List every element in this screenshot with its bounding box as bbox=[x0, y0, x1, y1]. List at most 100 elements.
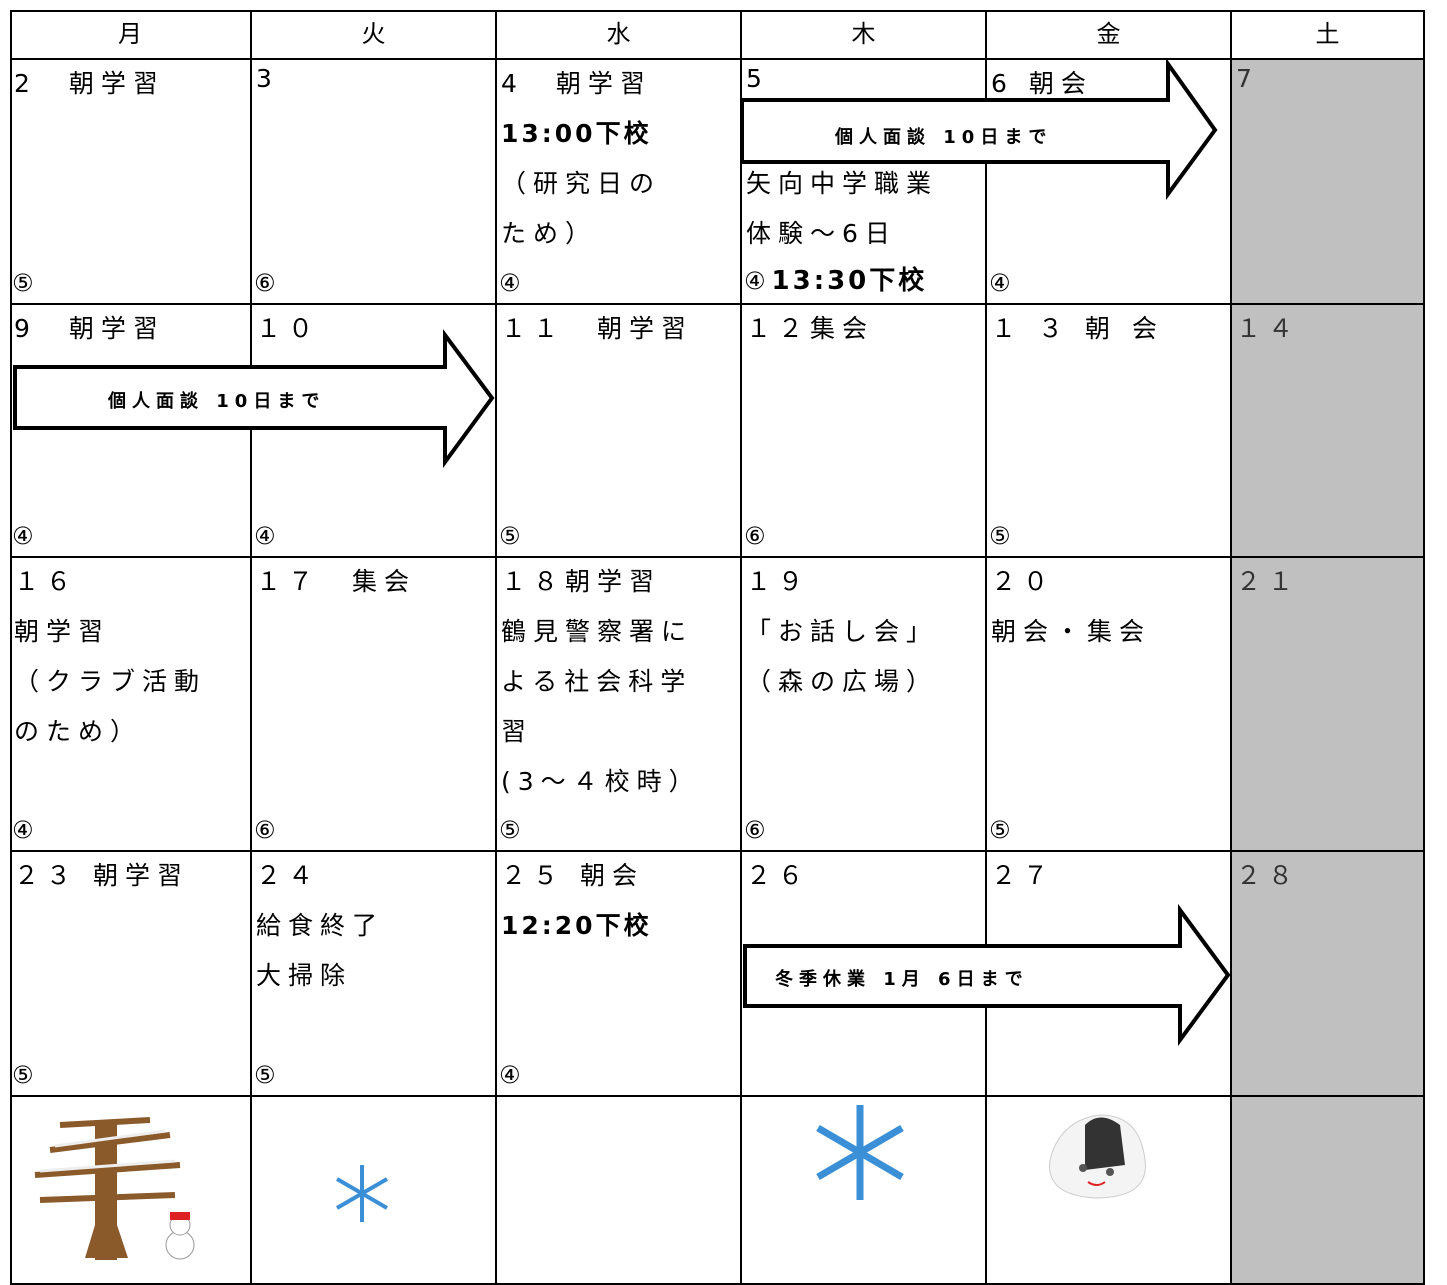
day-cell: ２０ 朝会・集会 ⑤ bbox=[987, 558, 1232, 852]
period-count: ④ bbox=[499, 269, 521, 297]
cell-text: （研究日の bbox=[501, 169, 662, 198]
cell-text: のため） bbox=[14, 717, 143, 746]
day-cell: ２５ 朝会 12:20下校 ④ bbox=[497, 852, 742, 1097]
cell-text: ため） bbox=[501, 219, 598, 248]
cell-text: ２４ bbox=[256, 861, 321, 890]
day-cell: １１ 朝学習 ⑤ bbox=[497, 305, 742, 558]
cell-text: (3～４校時） bbox=[501, 767, 701, 796]
arrow bbox=[740, 57, 1218, 201]
period-count-value: ⑤ bbox=[499, 816, 521, 844]
period-count: ④ bbox=[254, 522, 276, 550]
arrow-label: 個人面談 10日まで bbox=[834, 126, 1052, 148]
day-cell: 5 矢向中学職業 体験～6日 ④ 13:30下校 bbox=[742, 60, 987, 305]
day-cell bbox=[987, 1097, 1232, 1285]
day-cell: 6 朝会 ④ bbox=[987, 60, 1232, 305]
period-count-value: ⑤ bbox=[989, 816, 1011, 844]
day-header: 月 bbox=[10, 10, 252, 60]
cell-text: ２７ bbox=[991, 861, 1056, 890]
period-count-value: ④ bbox=[744, 267, 766, 295]
cell-text: 7 bbox=[1236, 64, 1259, 93]
period-count-value: ⑤ bbox=[254, 1061, 276, 1089]
day-cell: １２集会 ⑥ bbox=[742, 305, 987, 558]
day-cell bbox=[1232, 1097, 1425, 1285]
period-count-value: ⑤ bbox=[989, 522, 1011, 550]
arrow-label: 個人面談 10日まで bbox=[107, 390, 325, 412]
period-count: ⑤ bbox=[12, 1061, 34, 1089]
day-cell: １８朝学習 鶴見警察署に よる社会科学習 (3～４校時） ⑤ bbox=[497, 558, 742, 852]
period-count-value: ④ bbox=[499, 1061, 521, 1089]
day-cell: ２７ bbox=[987, 852, 1232, 1097]
day-header: 木 bbox=[742, 10, 987, 60]
day-cell: ２３ 朝学習 ⑤ bbox=[10, 852, 252, 1097]
period-count: ⑤ bbox=[989, 816, 1011, 844]
day-cell: １９ 「お話し会」 （森の広場） ⑥ bbox=[742, 558, 987, 852]
period-count: ⑤ bbox=[499, 816, 521, 844]
cell-text: 9 朝学習 bbox=[14, 314, 165, 343]
day-cell: 7 bbox=[1232, 60, 1425, 305]
period-count: ⑤ bbox=[989, 522, 1011, 550]
day-cell: １７ 集会 ⑥ bbox=[252, 558, 497, 852]
period-count: ⑥ bbox=[744, 522, 766, 550]
period-count-value: ⑥ bbox=[744, 522, 766, 550]
cell-text: １７ 集会 bbox=[256, 567, 417, 596]
cell-text: １２集会 bbox=[746, 314, 875, 343]
day-cell: １６ 朝学習 （クラブ活動 のため） ④ bbox=[10, 558, 252, 852]
day-cell: 2 朝学習 ⑤ bbox=[10, 60, 252, 305]
period-count: ⑤ bbox=[12, 269, 34, 297]
period-count: ④ bbox=[12, 522, 34, 550]
period-count: ④ bbox=[12, 816, 34, 844]
period-count: ⑥ bbox=[254, 269, 276, 297]
cell-text: 5 bbox=[746, 64, 769, 93]
day-cell bbox=[252, 1097, 497, 1285]
day-cell: 4 朝学習 13:00下校 （研究日のため） ④ bbox=[497, 60, 742, 305]
cell-text: ２０ bbox=[991, 567, 1056, 596]
cell-text: 体験～6日 bbox=[746, 219, 897, 248]
cell-text: １０ bbox=[256, 314, 321, 343]
cell-text: ２３ 朝学習 bbox=[14, 861, 189, 890]
cell-text: 4 朝学習 bbox=[501, 69, 652, 98]
cell-text: 3 bbox=[256, 64, 279, 93]
day-header: 水 bbox=[497, 10, 742, 60]
cell-text: 矢向中学職業 bbox=[746, 169, 939, 198]
day-header: 土 bbox=[1232, 10, 1425, 60]
period-count: ⑤ bbox=[499, 522, 521, 550]
day-header: 火 bbox=[252, 10, 497, 60]
cell-text: 13:00下校 bbox=[501, 119, 652, 148]
period-count-value: ④ bbox=[254, 522, 276, 550]
day-cell bbox=[742, 1097, 987, 1285]
cell-text: よる社会科学 bbox=[501, 667, 693, 696]
day-cell: ２８ bbox=[1232, 852, 1425, 1097]
period-count: ⑥ bbox=[744, 816, 766, 844]
period-count: ⑤ bbox=[254, 1061, 276, 1089]
note: 13:30下校 bbox=[771, 266, 928, 296]
cell-text: １９ bbox=[746, 567, 811, 596]
cell-text: 朝会・集会 bbox=[991, 617, 1152, 646]
period-count-value: ⑥ bbox=[254, 269, 276, 297]
period-count-value: ⑥ bbox=[744, 816, 766, 844]
day-cell: １４ bbox=[1232, 305, 1425, 558]
cell-text: 6 朝会 bbox=[991, 69, 1093, 98]
day-cell: 9 朝学習 ④ bbox=[10, 305, 252, 558]
cell-text: 給食終了 bbox=[256, 911, 385, 940]
day-cell: １０ ④ bbox=[252, 305, 497, 558]
cell-text: ２５ 朝会 bbox=[501, 861, 644, 890]
period-count-value: ④ bbox=[989, 269, 1011, 297]
cell-text: １６ bbox=[14, 567, 79, 596]
cell-text: １ ３ 朝 会 bbox=[991, 314, 1164, 343]
day-cell bbox=[497, 1097, 742, 1285]
day-header: 金 bbox=[987, 10, 1232, 60]
cell-text: １１ 朝学習 bbox=[501, 314, 694, 343]
cell-text: 鶴見警察署に bbox=[501, 617, 694, 646]
cell-text: 2 朝学習 bbox=[14, 69, 165, 98]
arrow bbox=[13, 328, 495, 469]
period-count-value: ⑤ bbox=[12, 269, 34, 297]
cell-text: （森の広場） bbox=[746, 667, 939, 696]
day-cell bbox=[10, 1097, 252, 1285]
cell-text: ２８ bbox=[1236, 861, 1301, 890]
period-count-value: ④ bbox=[12, 816, 34, 844]
arrow-label: 冬季休業 1月 6日まで bbox=[775, 968, 1029, 990]
cell-text: １４ bbox=[1236, 314, 1301, 343]
cell-text: 習 bbox=[501, 717, 534, 746]
